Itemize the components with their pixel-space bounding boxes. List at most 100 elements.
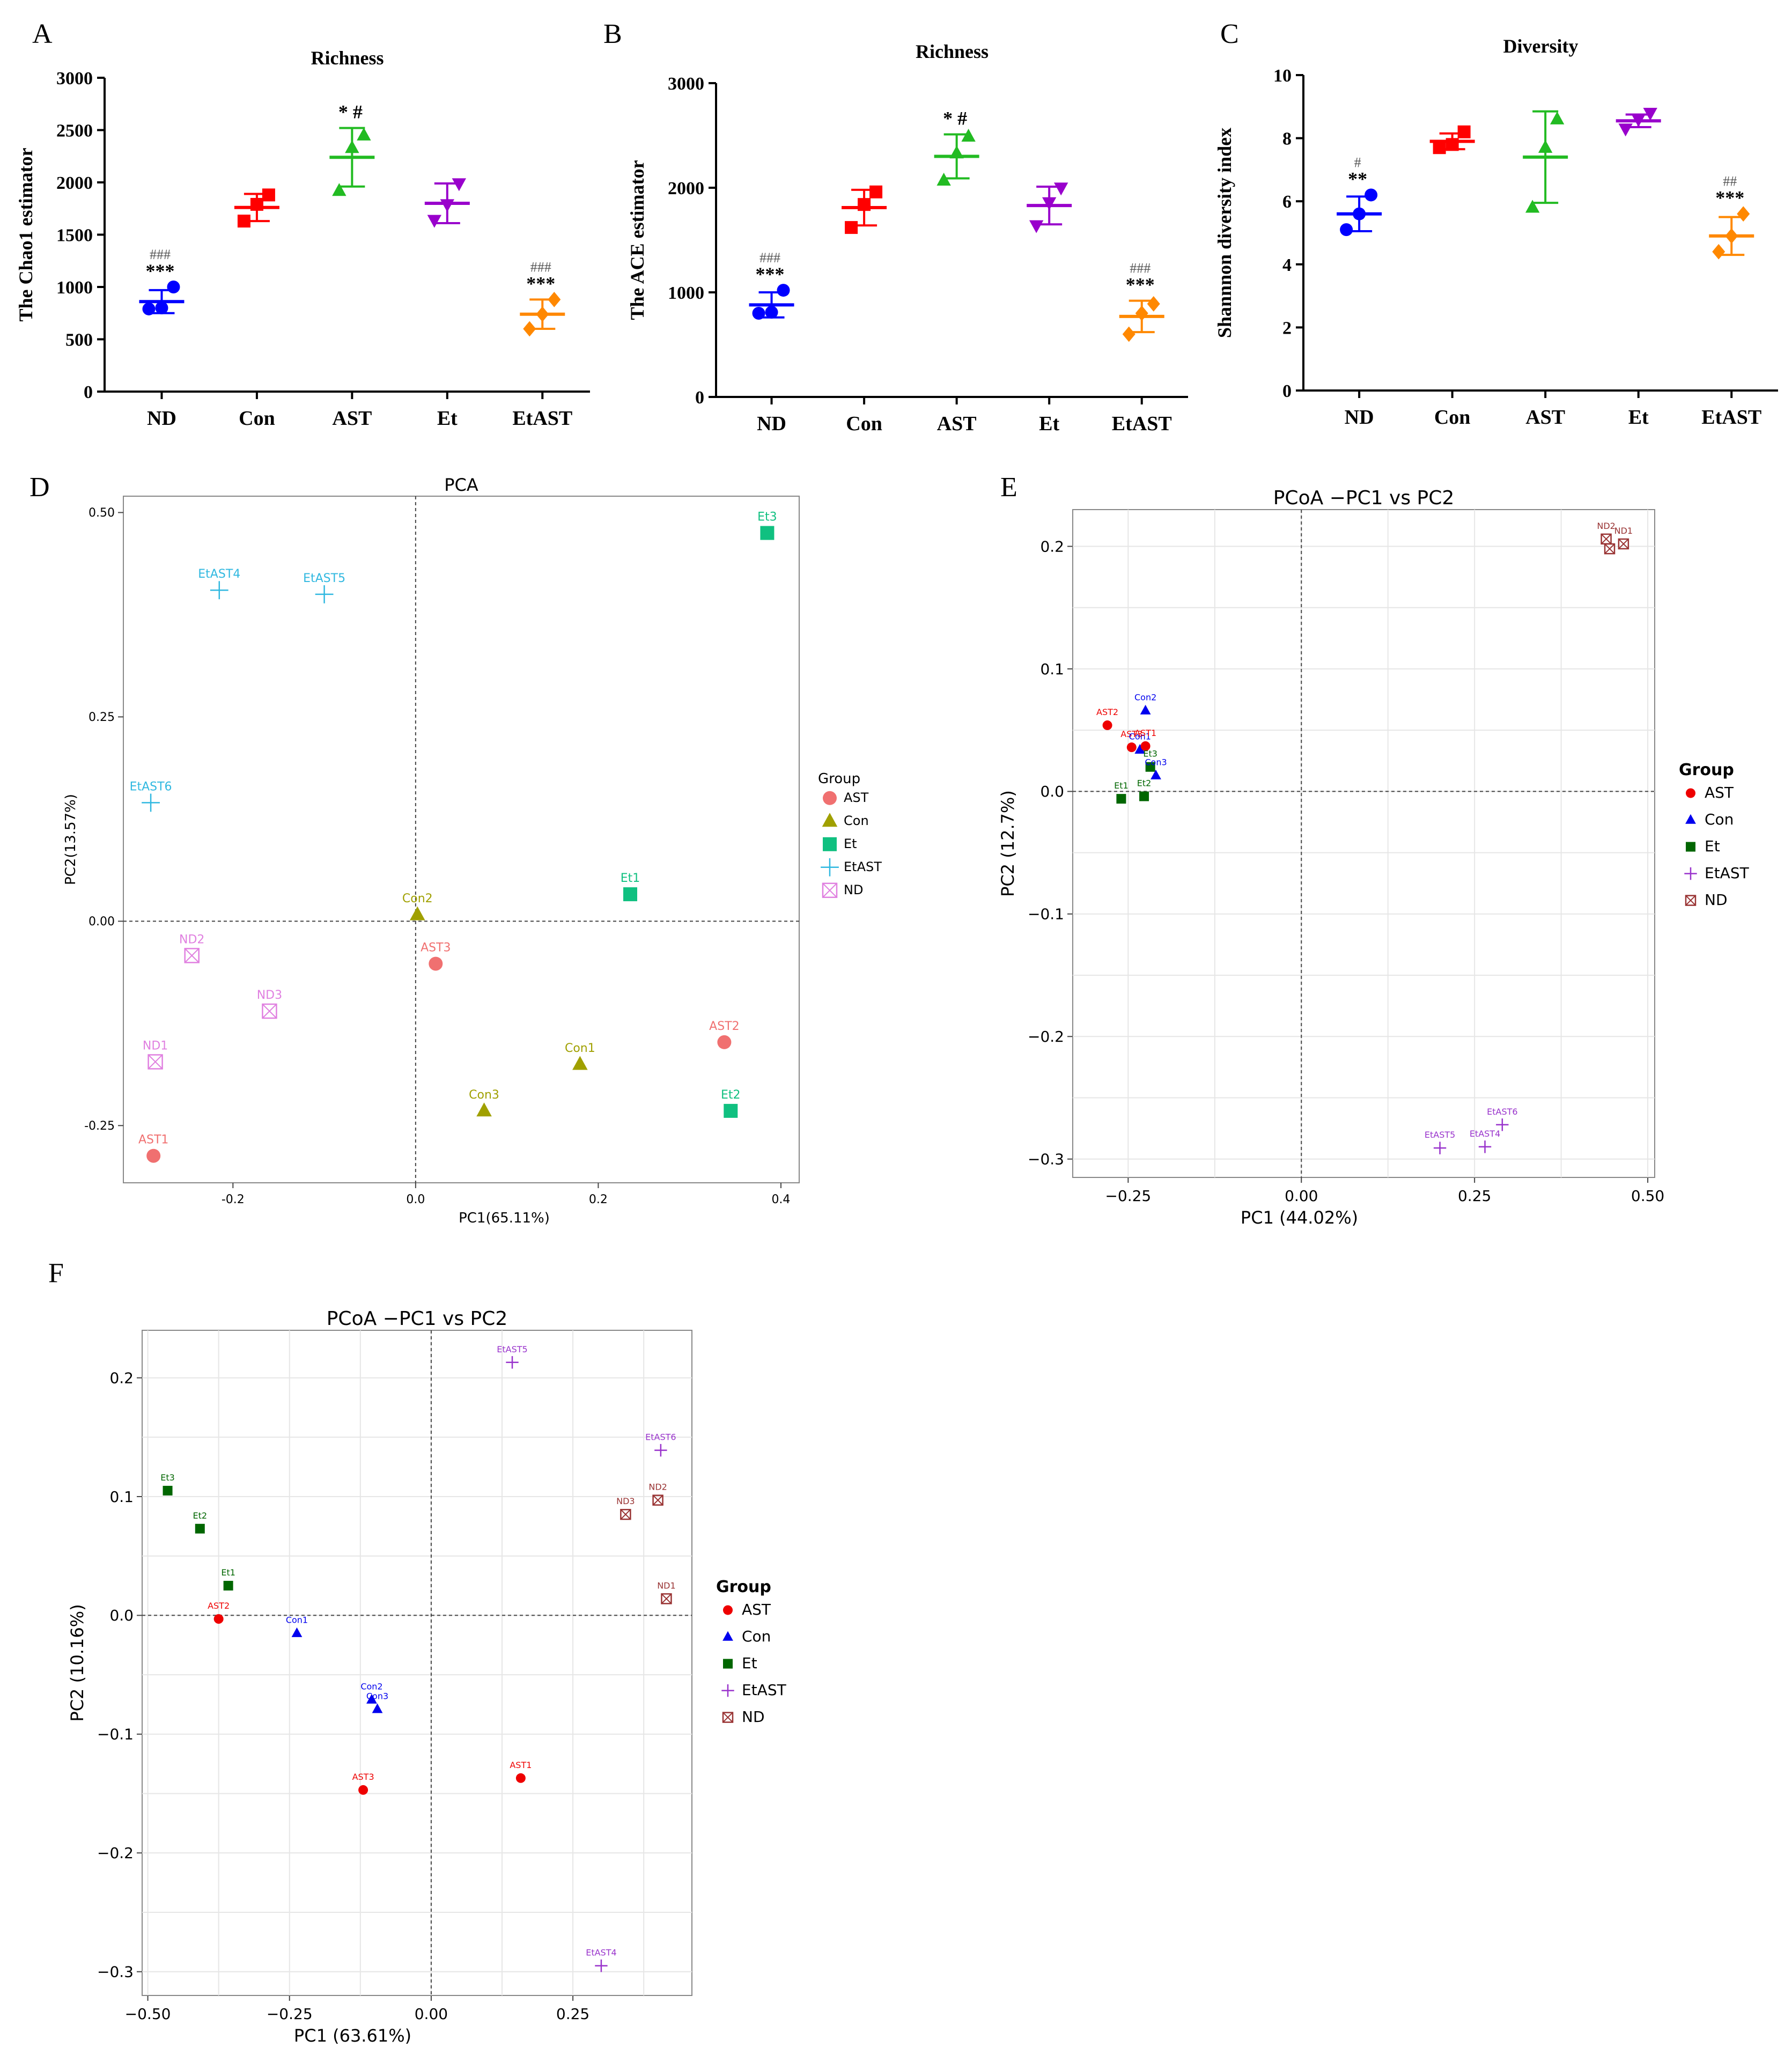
- data-point: [752, 307, 765, 320]
- y-tick-label: 6: [1282, 192, 1292, 212]
- point-label: Et1: [621, 872, 640, 885]
- group-nd: ***###: [749, 250, 794, 320]
- point-marker-shape: [724, 1103, 738, 1118]
- point-marker: [1139, 791, 1149, 801]
- panel-b: B Richness The ACE estimator 0 1000 2000 3000 N…: [603, 19, 1188, 435]
- point-label: EtAST6: [1487, 1107, 1517, 1117]
- significance-label: ***: [1126, 274, 1155, 296]
- y-axis-label: The Chao1 estimator: [15, 148, 36, 321]
- plot-frame: [123, 496, 800, 1183]
- point-label: AST1: [510, 1760, 532, 1770]
- data-point-con3: Con3: [469, 1088, 499, 1117]
- point-label: Con1: [565, 1042, 595, 1055]
- data-point: [858, 198, 871, 211]
- data-point-con2: Con2: [1134, 693, 1156, 715]
- data-point-etast5: EtAST5: [1425, 1130, 1455, 1154]
- point-label: Et2: [193, 1511, 208, 1521]
- legend-label: ND: [1705, 891, 1728, 909]
- point-marker-box: [262, 1003, 277, 1019]
- data-point-et2: Et2: [721, 1088, 741, 1118]
- data-point-nd3: ND3: [257, 989, 282, 1019]
- point-label: EtAST5: [303, 572, 345, 585]
- y-tick-label: −0.3: [97, 1963, 134, 1981]
- data-point-nd2: ND2: [179, 933, 204, 963]
- point-marker: [184, 948, 200, 963]
- y-tick-label: 500: [65, 330, 93, 350]
- data-point-ast1: AST1: [1134, 728, 1156, 751]
- legend-marker-x2: [1685, 895, 1696, 906]
- legend: Group AST Con Et EtAST ND: [716, 1578, 787, 1726]
- data-point-et1: Et1: [621, 872, 640, 902]
- data-point-ast3: AST3: [352, 1772, 374, 1795]
- point-marker-shape: [1140, 704, 1151, 715]
- data-point-shape: [1631, 114, 1646, 127]
- y-tick-label: 3000: [668, 74, 704, 94]
- x-tick-label: −0.25: [267, 2005, 313, 2023]
- point-label: AST2: [1096, 707, 1118, 717]
- significance-label: ***: [1715, 187, 1744, 209]
- x-tick-label: ND: [757, 413, 786, 435]
- data-point: [427, 215, 442, 228]
- point-label: AST2: [709, 1020, 739, 1033]
- point-label: Et3: [757, 511, 777, 524]
- legend-title: Group: [1679, 761, 1734, 779]
- x-tick-label: -0.2: [222, 1193, 245, 1206]
- legend-item-nd: ND: [822, 882, 863, 898]
- data-point-shape: [777, 284, 790, 297]
- data-point-shape: [1538, 139, 1553, 153]
- point-label: ND1: [143, 1039, 168, 1052]
- x-tick-label: Con: [846, 413, 882, 435]
- plot-frame: [1072, 509, 1655, 1178]
- data-point-nd3: ND3: [616, 1496, 635, 1520]
- x-tick-label: Con: [239, 407, 275, 430]
- data-point-ast1: AST1: [510, 1760, 532, 1783]
- y-tick-label: 2500: [56, 121, 93, 141]
- point-marker: [195, 1523, 205, 1534]
- data-point-shape: [1712, 244, 1725, 260]
- data-point-shape: [155, 301, 168, 314]
- plot-frame: [142, 1330, 692, 1996]
- point-marker: [1496, 1118, 1509, 1131]
- point-marker-shape: [1102, 720, 1112, 731]
- x-tick-label: −0.25: [1105, 1187, 1151, 1205]
- legend-label: EtAST: [742, 1681, 787, 1699]
- data-point-con1: Con1: [565, 1042, 595, 1070]
- point-marker-shape: [1151, 769, 1161, 779]
- point-marker: [506, 1356, 519, 1369]
- data-point-etast5: EtAST5: [303, 572, 345, 603]
- point-marker: [652, 1494, 663, 1506]
- y-tick-label: 0.50: [89, 506, 115, 520]
- panel-letter: A: [32, 19, 53, 49]
- y-tick-label: 2000: [56, 173, 93, 193]
- point-marker-shape: [515, 1773, 526, 1783]
- legend-marker-shape: [1685, 814, 1696, 824]
- point-marker-x2: [148, 1054, 163, 1070]
- x-tick-label: 0.4: [771, 1193, 790, 1206]
- data-point-shape: [1122, 326, 1135, 342]
- legend-marker: [823, 837, 837, 851]
- point-label: EtAST5: [497, 1344, 527, 1354]
- x-tick-label: EtAST: [512, 407, 572, 430]
- chart-title: Richness: [311, 47, 384, 69]
- point-label: ND3: [257, 989, 282, 1002]
- y-tick-label: 1500: [56, 226, 93, 246]
- y-axis-label: PC2 (12.7%): [998, 790, 1018, 897]
- data-point: [1135, 305, 1148, 321]
- data-point: [1618, 123, 1633, 137]
- data-point-shape: [1365, 188, 1378, 202]
- y-tick-label: 0: [695, 388, 704, 408]
- data-point-et3: Et3: [160, 1472, 175, 1496]
- point-marker: [1116, 794, 1126, 804]
- data-point-etast4: EtAST4: [198, 568, 240, 600]
- data-point: [1550, 111, 1565, 124]
- point-label: ND2: [648, 1482, 667, 1492]
- y-tick-label: 2: [1282, 318, 1292, 338]
- data-point: [1029, 220, 1044, 233]
- data-point-et1: Et1: [1114, 780, 1129, 804]
- point-marker-shape: [1139, 791, 1149, 801]
- legend-title: Group: [818, 771, 860, 787]
- point-label: Con1: [286, 1615, 308, 1625]
- legend-label: Con: [1705, 811, 1734, 828]
- data-point: [1340, 223, 1353, 237]
